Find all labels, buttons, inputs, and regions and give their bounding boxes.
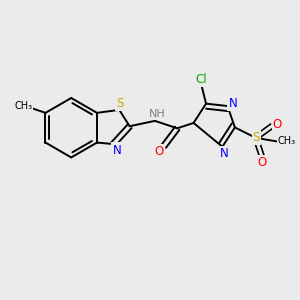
Text: O: O	[257, 156, 266, 169]
Text: CH₃: CH₃	[278, 136, 296, 146]
Text: S: S	[253, 131, 260, 144]
Text: O: O	[155, 145, 164, 158]
Text: N: N	[220, 147, 228, 160]
Text: NH: NH	[149, 109, 166, 119]
Text: Cl: Cl	[196, 73, 207, 86]
Text: S: S	[116, 97, 124, 110]
Text: CH₃: CH₃	[14, 101, 32, 111]
Text: N: N	[228, 97, 237, 110]
Text: O: O	[273, 118, 282, 131]
Text: N: N	[112, 143, 121, 157]
